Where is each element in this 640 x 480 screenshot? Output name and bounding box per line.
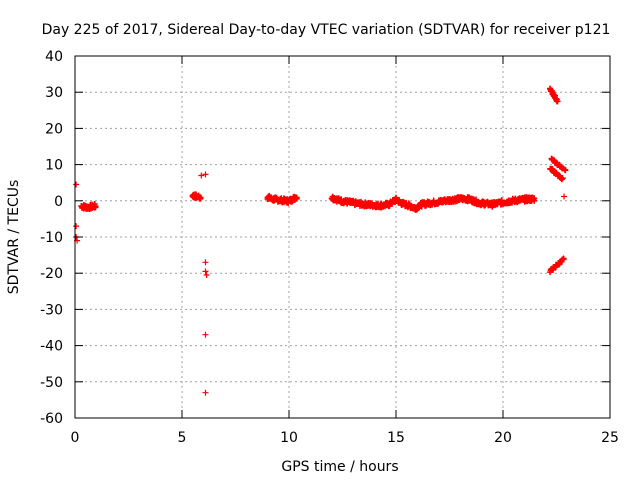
tail-track-point xyxy=(560,255,567,262)
chart-title: Day 225 of 2017, Sidereal Day-to-day VTE… xyxy=(42,22,611,38)
y-tick-label: -60 xyxy=(40,411,63,427)
y-tick-label: 0 xyxy=(54,194,63,210)
x-tick-label: 15 xyxy=(387,430,405,446)
y-tick-label: 10 xyxy=(45,158,63,174)
x-tick-label: 25 xyxy=(601,430,619,446)
outlier-point xyxy=(203,272,210,278)
y-tick-label: -40 xyxy=(40,339,63,355)
outlier-point xyxy=(73,223,80,230)
y-tick-label: 20 xyxy=(45,121,63,137)
y-tick-label: 30 xyxy=(45,85,63,101)
band-point xyxy=(293,194,300,201)
band-point xyxy=(531,197,538,204)
outlier-point xyxy=(202,331,209,338)
x-tick-label: 10 xyxy=(280,430,298,446)
outlier-point xyxy=(73,181,80,188)
y-tick-label: 40 xyxy=(45,49,63,65)
outlier-point xyxy=(202,268,209,275)
y-tick-label: -50 xyxy=(40,375,63,391)
outlier-point xyxy=(202,389,209,396)
band-point xyxy=(92,204,99,211)
outlier-point xyxy=(202,171,209,178)
tail-track-point xyxy=(558,176,565,183)
y-tick-label: -30 xyxy=(40,302,63,318)
y-tick-label: -10 xyxy=(40,230,63,246)
data-points xyxy=(73,85,569,396)
y-tick-label: -20 xyxy=(40,266,63,282)
tail-track-point xyxy=(554,98,561,105)
outlier-point xyxy=(202,259,209,266)
band-point xyxy=(197,195,204,202)
tail-track-point xyxy=(559,175,566,182)
outlier-point xyxy=(561,193,567,200)
tail-track-point xyxy=(562,167,569,174)
axis-ticks: 0 5 10 15 20 25 -60 -50 -40 -30 -20 -10 0 10 20 30 40 xyxy=(40,49,619,446)
outlier-point xyxy=(198,172,205,179)
x-tick-label: 0 xyxy=(71,430,80,446)
x-axis-label: GPS time / hours xyxy=(281,459,398,475)
y-axis-label: SDTVAR / TECUs xyxy=(6,180,22,295)
x-tick-label: 20 xyxy=(494,430,512,446)
x-tick-label: 5 xyxy=(178,430,187,446)
